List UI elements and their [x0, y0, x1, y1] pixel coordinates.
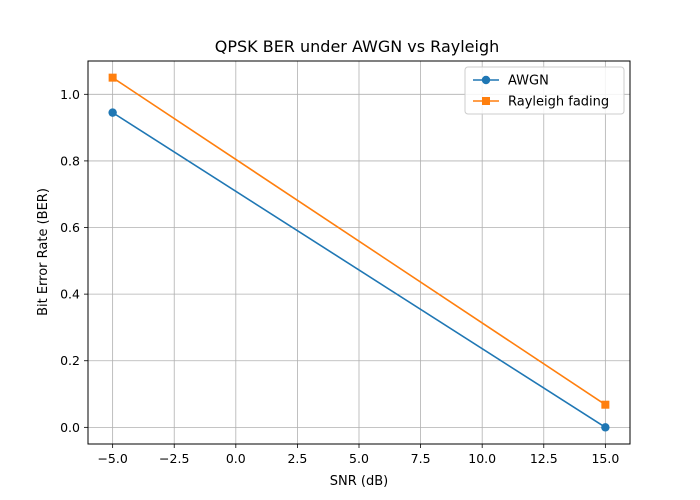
legend: AWGN Rayleigh fading: [464, 66, 625, 115]
grid: [88, 61, 630, 444]
x-tick-label: 12.5: [530, 451, 558, 466]
x-axis: −5.0 −2.5 0.0 2.5 5.0 7.5 10.0 12.5 15.0: [97, 444, 619, 466]
y-tick-label: 0.4: [60, 287, 80, 302]
y-tick-label: 1.0: [60, 87, 80, 102]
y-axis: 0.0 0.2 0.4 0.6 0.8 1.0: [60, 87, 88, 435]
legend-label: Rayleigh fading: [508, 95, 609, 110]
data-point: [601, 423, 610, 432]
legend-marker: [482, 97, 490, 105]
x-tick-label: 15.0: [591, 451, 619, 466]
y-tick-label: 0.2: [60, 353, 80, 368]
x-axis-label: SNR (dB): [330, 474, 388, 489]
x-tick-label: 7.5: [411, 451, 431, 466]
x-tick-label: 10.0: [468, 451, 496, 466]
x-tick-label: −5.0: [97, 451, 127, 466]
data-point: [601, 400, 610, 409]
y-axis-label: Bit Error Rate (BER): [36, 188, 51, 316]
chart-title: QPSK BER under AWGN vs Rayleigh: [215, 37, 500, 56]
series-line: [112, 76, 606, 406]
x-tick-label: 2.5: [287, 451, 307, 466]
legend-box: [464, 66, 625, 115]
x-tick-label: 5.0: [349, 451, 369, 466]
series-line: [112, 111, 606, 429]
data-point: [108, 73, 117, 82]
data-point: [108, 108, 117, 117]
legend-marker: [481, 75, 491, 85]
y-tick-label: 0.8: [60, 153, 80, 168]
series-layer: [108, 73, 610, 432]
legend-label: AWGN: [508, 74, 549, 89]
x-tick-label: 0.0: [226, 451, 246, 466]
x-tick-label: −2.5: [159, 451, 189, 466]
y-tick-label: 0.6: [60, 220, 80, 235]
y-tick-label: 0.0: [60, 420, 80, 435]
